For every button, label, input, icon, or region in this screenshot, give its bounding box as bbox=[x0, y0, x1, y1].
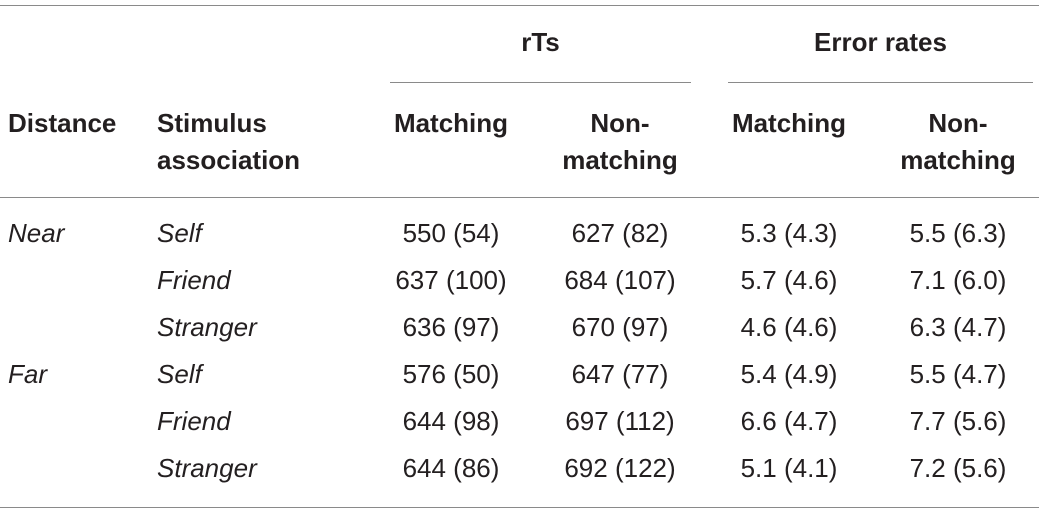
table-cell: 5.4 (4.9) bbox=[740, 359, 838, 389]
stimulus-label: Friend bbox=[157, 265, 231, 295]
table-cell: 7.7 (5.6) bbox=[909, 406, 1007, 436]
column-header: Stimulus association bbox=[157, 108, 301, 175]
table-cell: 637 (100) bbox=[395, 265, 507, 295]
table-cell: 636 (97) bbox=[402, 312, 500, 342]
stimulus-label: Self bbox=[157, 218, 202, 248]
group-rule bbox=[728, 82, 1033, 83]
stimulus-label: Stranger bbox=[157, 453, 257, 483]
table-cell: 550 (54) bbox=[402, 218, 500, 248]
table-cell: 7.1 (6.0) bbox=[909, 265, 1007, 295]
table-cell: 5.1 (4.1) bbox=[740, 453, 838, 483]
table-cell: 692 (122) bbox=[564, 453, 676, 483]
stimulus-label: Friend bbox=[157, 406, 231, 436]
bottom-rule bbox=[0, 507, 1039, 508]
table-cell: 644 (98) bbox=[402, 406, 500, 436]
table-cell: 5.5 (6.3) bbox=[909, 218, 1007, 248]
table-cell: 647 (77) bbox=[571, 359, 669, 389]
table-cell: 697 (112) bbox=[565, 406, 675, 436]
top-rule bbox=[0, 5, 1039, 6]
table-cell: 684 (107) bbox=[564, 265, 676, 295]
table-cell: 5.7 (4.6) bbox=[740, 265, 838, 295]
table-cell: 6.6 (4.7) bbox=[740, 406, 838, 436]
table-cell: 7.2 (5.6) bbox=[909, 453, 1007, 483]
distance-label: Far bbox=[8, 359, 47, 389]
table-cell: 644 (86) bbox=[402, 453, 500, 483]
table-cell: 6.3 (4.7) bbox=[909, 312, 1007, 342]
distance-label: Near bbox=[8, 218, 65, 248]
column-header: Matching bbox=[731, 108, 847, 138]
table-cell: 4.6 (4.6) bbox=[740, 312, 838, 342]
column-header: Distance bbox=[8, 108, 117, 138]
group-rule bbox=[390, 82, 691, 83]
column-header: Non-matching bbox=[562, 108, 678, 175]
stimulus-label: Self bbox=[157, 359, 202, 389]
stimulus-label: Stranger bbox=[157, 312, 257, 342]
header-rule bbox=[0, 197, 1039, 198]
table-cell: 576 (50) bbox=[402, 359, 500, 389]
table-cell: 5.3 (4.3) bbox=[740, 218, 838, 248]
column-header: Matching bbox=[393, 108, 509, 138]
group-header: Error rates bbox=[814, 27, 947, 57]
column-header: Non-matching bbox=[900, 108, 1016, 175]
group-header: rTs bbox=[521, 27, 560, 57]
table-cell: 670 (97) bbox=[571, 312, 669, 342]
table-cell: 627 (82) bbox=[571, 218, 669, 248]
table-cell: 5.5 (4.7) bbox=[909, 359, 1007, 389]
